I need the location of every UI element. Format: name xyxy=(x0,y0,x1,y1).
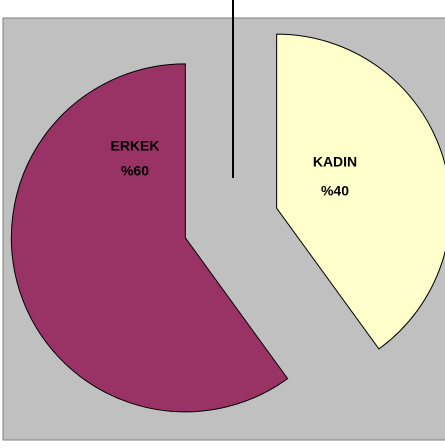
slice-value-label: %60 xyxy=(121,163,149,179)
slice-label: ERKEK xyxy=(110,138,159,154)
slice-value-label: %40 xyxy=(321,183,349,199)
slice-label: KADIN xyxy=(313,154,357,170)
pie-slice xyxy=(10,63,289,413)
pie-slice xyxy=(276,33,445,350)
